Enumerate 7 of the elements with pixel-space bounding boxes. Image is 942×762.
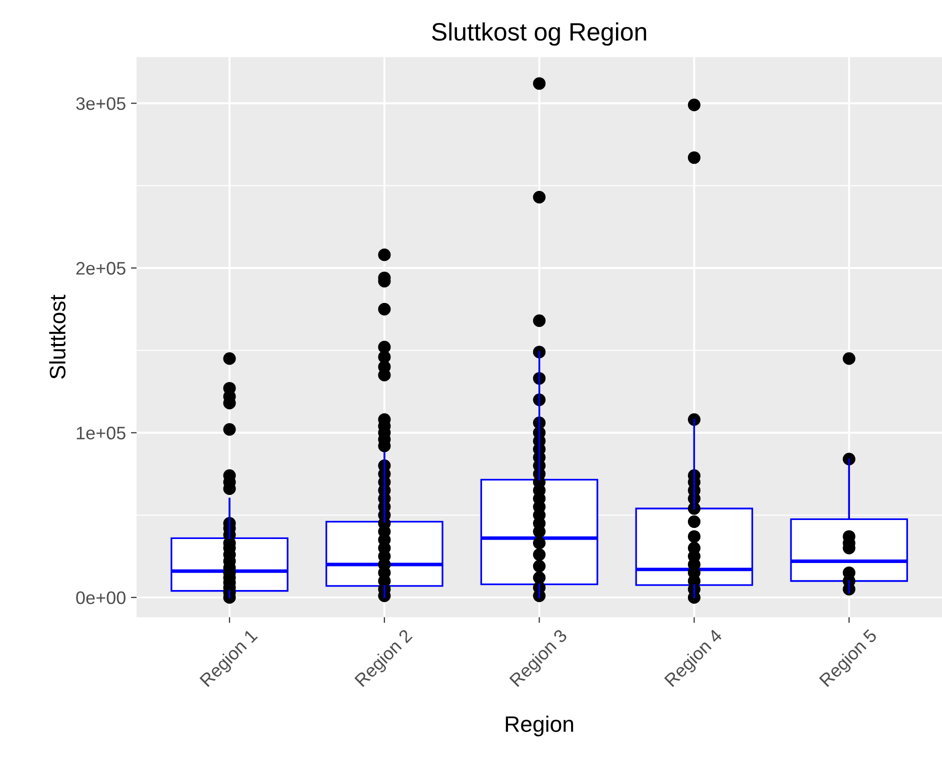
x-axis-title: Region bbox=[506, 716, 574, 736]
y-tick-label: 1e+05 bbox=[76, 426, 126, 440]
chart-title: Sluttkost og Region bbox=[432, 22, 646, 46]
y-tick-label: 2e+05 bbox=[76, 262, 126, 275]
y-tick-label: 3e+05 bbox=[76, 97, 126, 110]
y-axis-title: Sluttkost bbox=[49, 294, 66, 379]
y-tick-label: 0e+00 bbox=[76, 591, 126, 604]
